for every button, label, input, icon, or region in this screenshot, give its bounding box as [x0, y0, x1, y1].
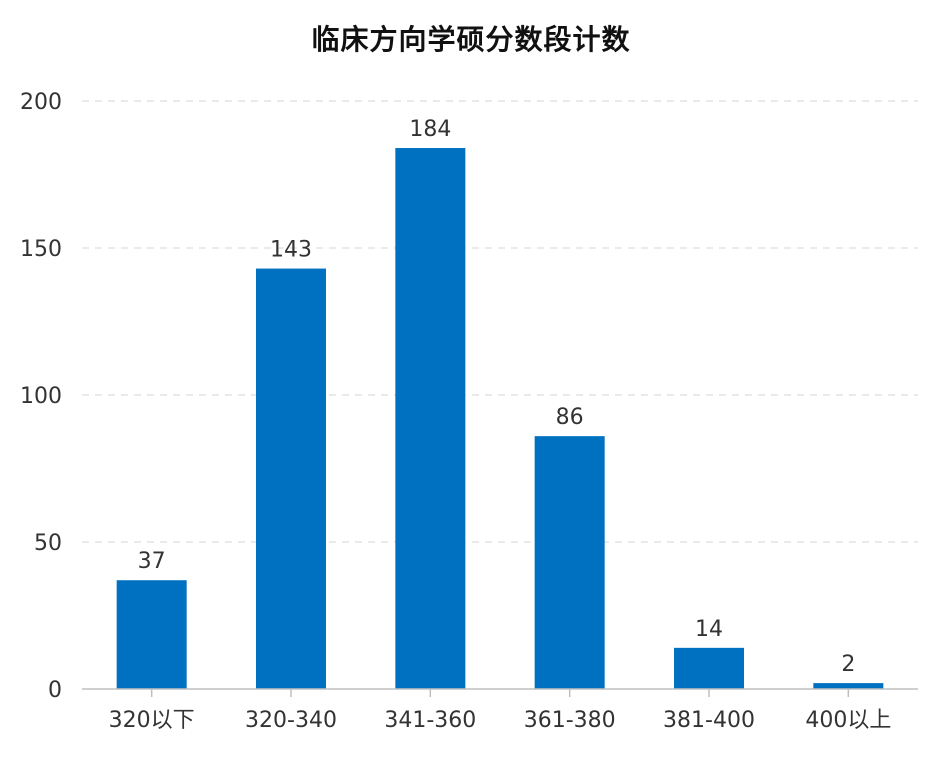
data-label: 37 — [138, 549, 166, 574]
data-label: 184 — [409, 117, 451, 142]
y-tick-label: 100 — [20, 384, 62, 409]
grid-lines — [82, 100, 918, 543]
data-label: 2 — [841, 652, 855, 677]
axes: 0 50 100 150 200 320以下 320-340 341-360 361-380 38… — [20, 90, 918, 733]
bar — [116, 580, 187, 689]
x-tick-label: 361-380 — [524, 708, 616, 733]
data-label: 14 — [695, 617, 723, 642]
bar — [813, 683, 884, 689]
y-tick-label: 150 — [20, 237, 62, 262]
data-labels: 37 143 184 86 14 2 — [138, 117, 856, 677]
x-tick-label: 381-400 — [663, 708, 755, 733]
y-tick-label: 0 — [48, 678, 62, 703]
y-tick-label: 50 — [34, 531, 62, 556]
bar — [256, 268, 326, 689]
chart-title: 临床方向学硕分数段计数 — [311, 23, 631, 56]
x-tick-label: 400以上 — [805, 708, 891, 733]
x-tick-label: 320-340 — [245, 708, 337, 733]
bar — [395, 148, 466, 690]
bar — [674, 647, 744, 689]
x-tick-label: 320以下 — [109, 708, 195, 733]
bars — [116, 148, 884, 690]
x-tick-label: 341-360 — [384, 708, 476, 733]
data-label: 143 — [270, 238, 312, 263]
y-tick-label: 200 — [20, 90, 62, 115]
data-label: 86 — [556, 405, 584, 430]
bar — [534, 436, 605, 689]
